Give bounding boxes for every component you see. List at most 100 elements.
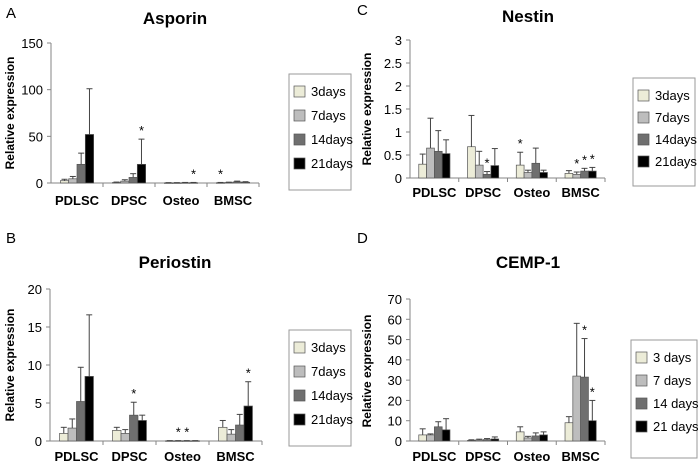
bar-7days-dpsc [120, 433, 130, 442]
bar-14days-pdlsc [76, 163, 86, 184]
bar-7days-bmsc [226, 433, 236, 442]
y-tick-label: 5 [35, 396, 42, 411]
legend-label: 3days [311, 84, 346, 99]
significance-marker: * [484, 156, 489, 171]
y-tick-label: 50 [29, 129, 43, 144]
legend-swatch [293, 85, 306, 98]
legend-label: 7days [311, 108, 346, 123]
bar-7days-bmsc [572, 173, 581, 179]
legend-swatch [293, 109, 306, 122]
bar-14days-pdlsc [76, 401, 86, 442]
y-tick-label: 0 [395, 171, 402, 186]
legend-label: 14days [311, 132, 353, 147]
bar-21days-pdlsc [84, 376, 94, 442]
bar-3days-bmsc [218, 426, 228, 442]
bar-21days-pdlsc [84, 134, 94, 184]
legend-label: 3 days [653, 350, 692, 365]
legend-label: 7 days [653, 373, 692, 388]
bar-7days-dpsc [474, 439, 484, 442]
bar-3days-bmsc [564, 173, 574, 179]
significance-marker: * [590, 151, 595, 166]
bar-14days-bmsc [580, 376, 589, 442]
y-tick-label: 150 [21, 36, 43, 51]
bar-14days-bmsc [235, 424, 245, 442]
legend-label: 3days [311, 340, 346, 355]
y-tick-label: 2.5 [384, 56, 402, 71]
y-tick-label: 3 [395, 33, 402, 48]
x-tick-label: Osteo [164, 449, 201, 464]
bar-7days-dpsc [120, 180, 130, 184]
bar-14days-dpsc [482, 439, 492, 442]
bar-21days-dpsc [137, 420, 147, 442]
bar-3days-dpsc [467, 146, 476, 179]
bar-7days-pdlsc [426, 434, 435, 442]
y-axis-label: Relative expression [360, 53, 374, 166]
bar-14days-dpsc [129, 414, 139, 442]
legend-label: 7days [655, 110, 690, 125]
bar-3days-dpsc [467, 440, 476, 442]
bar-14days-dpsc [128, 177, 138, 184]
bar-7days-osteo [523, 172, 533, 179]
y-tick-label: 10 [28, 358, 42, 373]
bar-3days-osteo [515, 431, 525, 442]
legend-label: 21days [655, 154, 697, 169]
significance-marker: * [131, 386, 136, 401]
y-tick-label: 10 [388, 414, 402, 429]
x-tick-label: PDLSC [55, 193, 100, 208]
bar-21days-dpsc [136, 163, 146, 184]
bar-14days-bmsc [232, 181, 242, 184]
x-tick-label: BMSC [216, 449, 255, 464]
bar-14days-dpsc [482, 173, 492, 179]
legend-swatch [637, 111, 650, 124]
legend-swatch [637, 89, 650, 102]
bar-3days-dpsc [112, 182, 122, 184]
legend-label: 3days [655, 88, 690, 103]
chart-title: Asporin [143, 9, 207, 28]
bar-7days-pdlsc [68, 178, 78, 184]
y-tick-label: 1 [395, 125, 402, 140]
legend-swatch [635, 420, 648, 433]
x-tick-label: BMSC [561, 449, 600, 464]
significance-marker: * [184, 425, 189, 440]
significance-marker: * [574, 156, 579, 171]
panel-label: C [357, 2, 368, 19]
y-tick-label: 0 [395, 434, 402, 449]
bar-14days-osteo [531, 435, 541, 442]
bar-21days-osteo [539, 434, 548, 442]
y-tick-label: 30 [388, 373, 402, 388]
legend-label: 21days [311, 156, 353, 171]
chart-title: Nestin [502, 7, 554, 26]
bar-3days-pdlsc [418, 163, 427, 179]
bar-3days-dpsc [112, 430, 122, 442]
y-tick-label: 100 [21, 83, 43, 98]
x-tick-label: DPSC [465, 449, 502, 464]
legend-swatch [637, 155, 650, 168]
significance-marker: * [176, 425, 181, 440]
bar-21days-bmsc [588, 420, 597, 442]
bar-3days-bmsc [564, 422, 574, 442]
y-tick-label: 50 [388, 333, 402, 348]
x-tick-label: BMSC [214, 193, 253, 208]
significance-marker: * [518, 136, 523, 151]
y-tick-label: 40 [388, 353, 402, 368]
legend-swatch [293, 413, 306, 426]
significance-marker: * [139, 123, 144, 138]
bar-21days-bmsc [240, 181, 250, 184]
legend-swatch [635, 397, 648, 410]
y-tick-label: 60 [388, 312, 402, 327]
chart-title: CEMP-1 [496, 253, 560, 272]
bar-7days-bmsc [572, 375, 581, 442]
bar-7days-pdlsc [426, 147, 435, 179]
bar-3days-pdlsc [418, 434, 427, 442]
y-tick-label: 70 [388, 292, 402, 307]
bar-14days-pdlsc [434, 150, 443, 179]
bar-21days-pdlsc [441, 153, 451, 179]
significance-marker: * [582, 152, 587, 167]
x-tick-label: PDLSC [54, 449, 99, 464]
x-tick-label: Osteo [513, 185, 550, 200]
y-tick-label: 15 [28, 320, 42, 335]
x-tick-label: DPSC [111, 449, 148, 464]
legend-swatch [635, 351, 648, 364]
bar-7days-dpsc [474, 164, 484, 179]
